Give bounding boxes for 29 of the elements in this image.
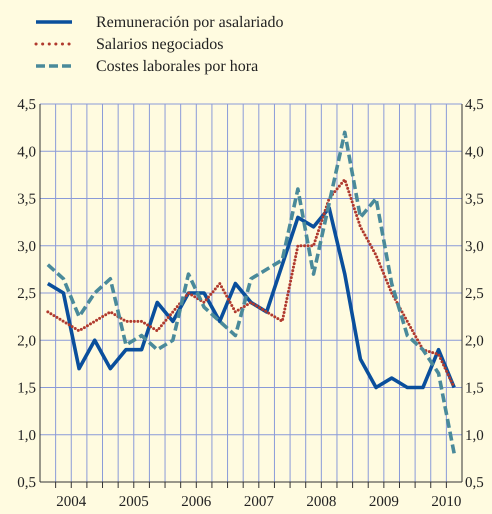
x-tick-label: 2005 — [118, 494, 149, 510]
y2-tick-label: 4,0 — [465, 144, 484, 160]
legend-label: Remuneración por asalariado — [96, 14, 284, 31]
y-tick-label: 0,5 — [17, 475, 36, 491]
legend-label: Salarios negociados — [96, 36, 224, 53]
y-tick-label: 4,5 — [17, 97, 36, 113]
x-tick-label: 2004 — [56, 494, 87, 510]
y2-tick-label: 1,5 — [465, 380, 484, 396]
x-tick-label: 2010 — [431, 494, 462, 510]
y2-tick-label: 0,5 — [465, 475, 484, 491]
line-series — [46, 130, 456, 456]
y-tick-label: 1,0 — [17, 428, 36, 444]
y-tick-label: 2,5 — [17, 286, 36, 302]
x-tick-label: 2006 — [181, 494, 212, 510]
y2-tick-label: 3,5 — [465, 192, 484, 208]
y-tick-label: 1,5 — [17, 380, 36, 396]
x-tick-label: 2008 — [306, 494, 336, 510]
y2-tick-label: 4,5 — [465, 97, 484, 113]
legend-label: Costes laborales por hora — [96, 58, 258, 75]
y-tick-label: 3,0 — [17, 238, 36, 255]
y-tick-label: 4,0 — [17, 144, 36, 160]
y2-tick-label: 2,5 — [465, 286, 484, 302]
y2-tick-label: 3,0 — [465, 238, 484, 255]
y2-tick-label: 1,0 — [465, 428, 484, 444]
y-tick-label: 2,0 — [17, 333, 36, 350]
y-tick-label: 3,5 — [17, 192, 36, 208]
y2-tick-label: 2,0 — [465, 333, 484, 350]
x-tick-label: 2007 — [244, 494, 274, 510]
x-tick-label: 2009 — [368, 494, 399, 510]
